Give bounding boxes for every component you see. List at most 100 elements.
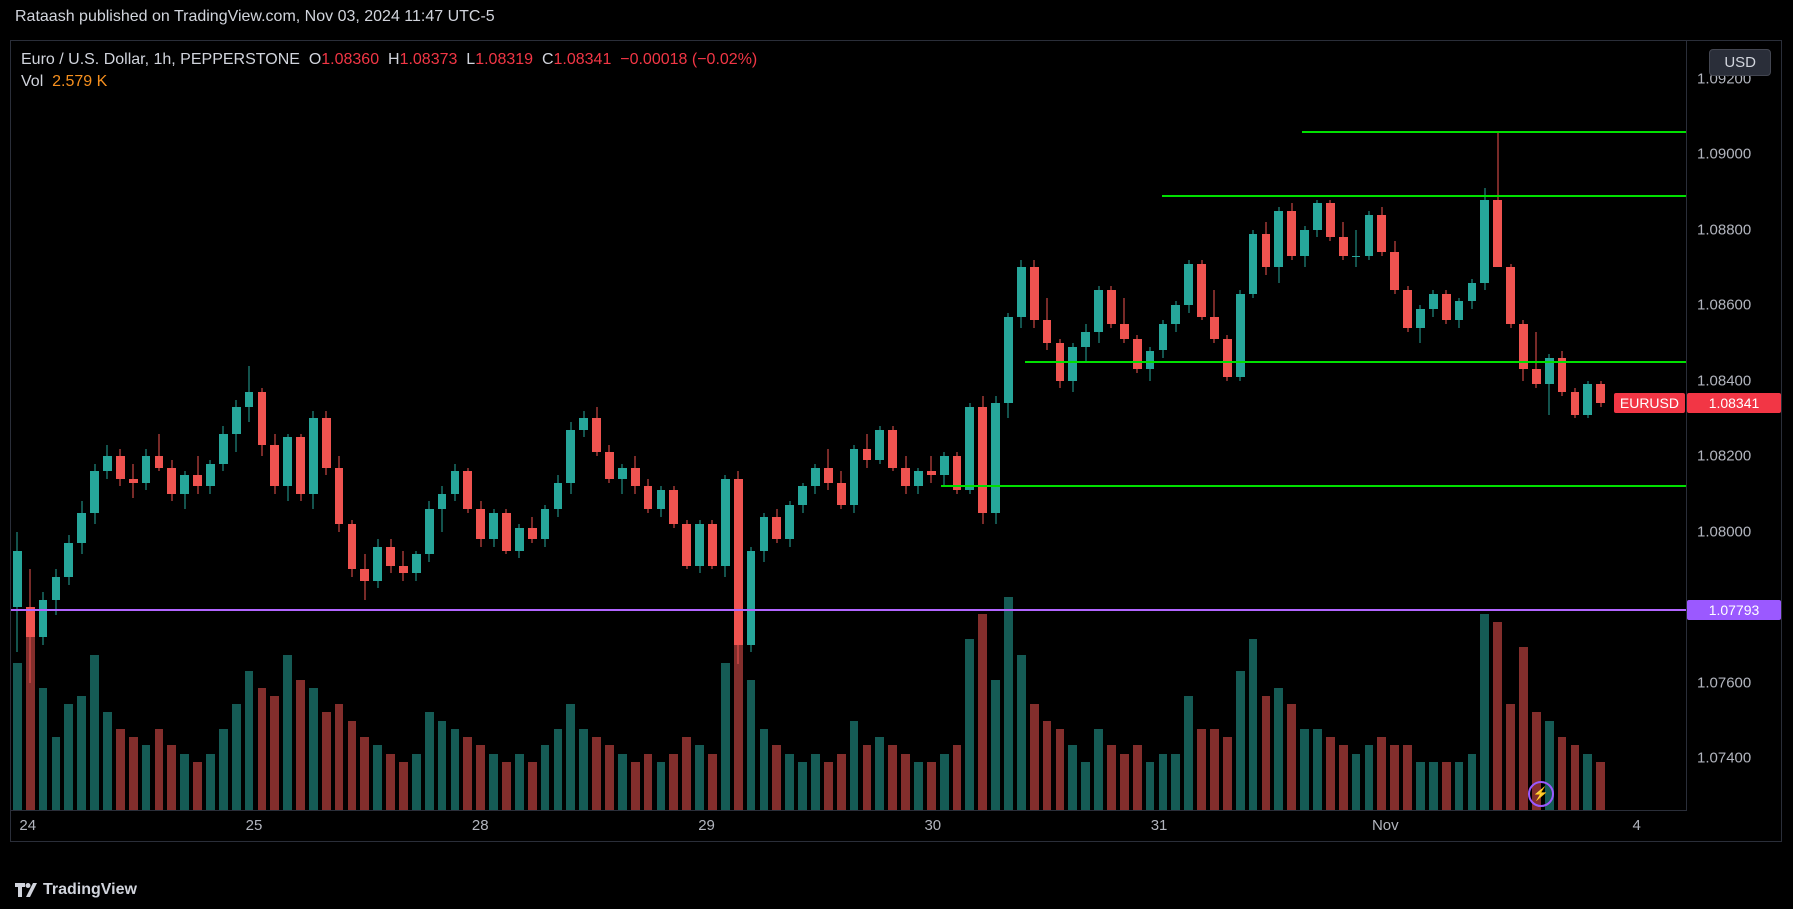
candlestick <box>425 41 434 811</box>
candlestick <box>515 41 524 811</box>
volume-bar <box>13 663 22 811</box>
candlestick <box>1197 41 1206 811</box>
volume-bar <box>270 696 279 811</box>
volume-bar <box>1081 762 1090 811</box>
y-axis-tick: 1.08800 <box>1697 221 1751 238</box>
x-axis-tick: 29 <box>698 817 715 834</box>
candlestick <box>322 41 331 811</box>
horizontal-line[interactable] <box>1025 361 1687 363</box>
candlestick <box>116 41 125 811</box>
horizontal-line[interactable] <box>1162 195 1687 197</box>
volume-bar <box>824 762 833 811</box>
volume-bar <box>927 762 936 811</box>
volume-bar <box>77 696 86 811</box>
volume-bar <box>116 729 125 811</box>
candlestick <box>785 41 794 811</box>
horizontal-line[interactable] <box>1302 131 1687 133</box>
current-price-tag: 1.08341 <box>1687 393 1781 413</box>
currency-button[interactable]: USD <box>1709 49 1771 76</box>
horizontal-line[interactable] <box>941 485 1687 487</box>
volume-bar <box>206 754 215 812</box>
volume-bar <box>592 737 601 811</box>
volume-bar <box>1506 704 1515 811</box>
volume-bar <box>463 737 472 811</box>
candlestick <box>940 41 949 811</box>
volume-bar <box>695 745 704 811</box>
x-axis[interactable]: 242528293031Nov4 <box>11 810 1687 841</box>
volume-bar <box>245 671 254 811</box>
x-axis-tick: 31 <box>1151 817 1168 834</box>
candlestick <box>1390 41 1399 811</box>
candlestick <box>901 41 910 811</box>
volume-bar <box>914 762 923 811</box>
volume-info-line: Vol 2.579 K <box>21 73 107 91</box>
volume-bar <box>1133 745 1142 811</box>
volume-bar <box>232 704 241 811</box>
candlestick <box>1532 41 1541 811</box>
volume-bar <box>502 762 511 811</box>
volume-bar <box>1571 745 1580 811</box>
candlestick <box>541 41 550 811</box>
l-label: L <box>466 51 475 68</box>
volume-bar <box>811 754 820 812</box>
candlestick <box>682 41 691 811</box>
candlestick <box>1545 41 1554 811</box>
volume-bar <box>953 745 962 811</box>
candlestick <box>657 41 666 811</box>
candlestick <box>554 41 563 811</box>
candlestick <box>180 41 189 811</box>
candlestick <box>824 41 833 811</box>
chart-plot[interactable]: EURUSD ⚡ <box>11 41 1687 811</box>
volume-bar <box>142 745 151 811</box>
volume-bar <box>451 729 460 811</box>
volume-bar <box>1365 745 1374 811</box>
volume-bar <box>1455 762 1464 811</box>
volume-bar <box>605 745 614 811</box>
candlestick <box>1455 41 1464 811</box>
candlestick <box>348 41 357 811</box>
volume-bar <box>425 712 434 811</box>
candlestick <box>1377 41 1386 811</box>
volume-bar <box>1390 745 1399 811</box>
volume-bar <box>103 712 112 811</box>
y-axis-tick: 1.08000 <box>1697 523 1751 540</box>
candlestick <box>888 41 897 811</box>
candlestick <box>1558 41 1567 811</box>
volume-bar <box>940 754 949 812</box>
symbol-badge: EURUSD <box>1614 393 1685 413</box>
volume-bar <box>1004 597 1013 811</box>
candlestick <box>399 41 408 811</box>
candlestick <box>772 41 781 811</box>
candlestick <box>1506 41 1515 811</box>
volume-bar <box>554 729 563 811</box>
volume-bar <box>1159 754 1168 812</box>
candlestick <box>142 41 151 811</box>
volume-bar <box>1236 671 1245 811</box>
candlestick <box>760 41 769 811</box>
candlestick <box>1468 41 1477 811</box>
volume-bar <box>1017 655 1026 811</box>
candlestick <box>1326 41 1335 811</box>
symbol-info-line: Euro / U.S. Dollar, 1h, PEPPERSTONE O1.0… <box>21 51 757 69</box>
snapshot-icon[interactable]: ⚡ <box>1528 781 1554 807</box>
volume-bar <box>64 704 73 811</box>
volume-bar <box>360 737 369 811</box>
candlestick <box>1365 41 1374 811</box>
x-axis-tick: 28 <box>472 817 489 834</box>
candlestick <box>463 41 472 811</box>
symbol-name: Euro / U.S. Dollar, 1h, PEPPERSTONE <box>21 51 300 68</box>
candlestick <box>837 41 846 811</box>
y-axis[interactable]: 1.074001.076001.078001.080001.082001.084… <box>1686 41 1781 811</box>
brand-footer[interactable]: TradingView <box>15 881 137 899</box>
candlestick <box>193 41 202 811</box>
volume-bar <box>669 754 678 812</box>
candlestick <box>1339 41 1348 811</box>
candlestick <box>335 41 344 811</box>
candlestick <box>1223 41 1232 811</box>
horizontal-line[interactable] <box>11 609 1687 611</box>
candlestick <box>489 41 498 811</box>
volume-bar <box>682 737 691 811</box>
candlestick <box>451 41 460 811</box>
candlestick <box>155 41 164 811</box>
candlestick <box>669 41 678 811</box>
